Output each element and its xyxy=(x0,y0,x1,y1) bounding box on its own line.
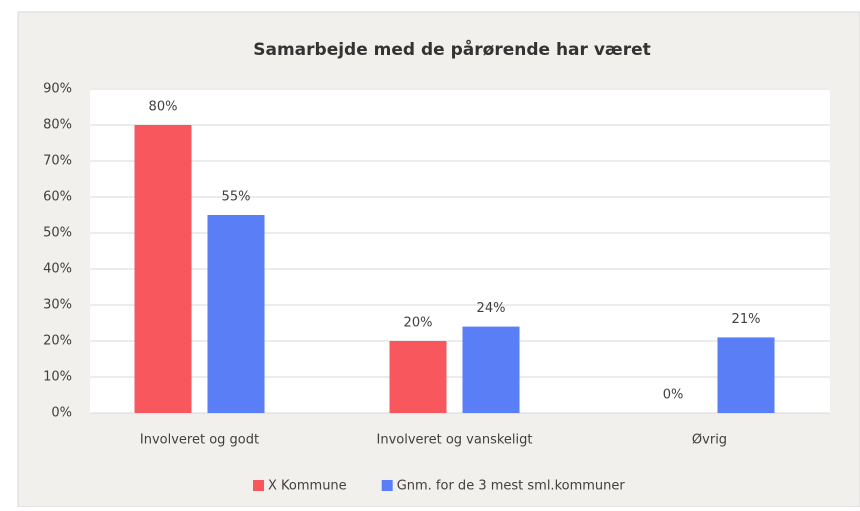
bar xyxy=(207,215,265,413)
data-label: 20% xyxy=(404,316,433,331)
y-tick-label: 70% xyxy=(43,154,72,169)
y-tick-label: 30% xyxy=(43,298,72,313)
data-label: 0% xyxy=(663,388,684,403)
x-tick-label: Øvrig xyxy=(692,433,727,448)
y-tick-label: 0% xyxy=(51,406,72,421)
legend-label: X Kommune xyxy=(268,479,347,494)
y-tick-label: 10% xyxy=(43,370,72,385)
y-tick-label: 90% xyxy=(43,82,72,97)
y-tick-label: 40% xyxy=(43,262,72,277)
data-label: 80% xyxy=(149,100,178,115)
y-tick-label: 60% xyxy=(43,190,72,205)
data-label: 21% xyxy=(732,312,761,327)
data-label: 55% xyxy=(222,190,251,205)
bar xyxy=(134,125,192,413)
y-tick-label: 50% xyxy=(43,226,72,241)
x-tick-label: Involveret og vanskeligt xyxy=(377,433,533,448)
bar xyxy=(717,337,775,413)
data-label: 24% xyxy=(477,301,506,316)
bar xyxy=(389,341,447,413)
x-tick-label: Involveret og godt xyxy=(140,433,259,448)
bar xyxy=(462,326,520,413)
legend-label: Gnm. for de 3 mest sml.kommuner xyxy=(397,479,626,494)
y-tick-label: 80% xyxy=(43,118,72,133)
chart-title: Samarbejde med de pårørende har været xyxy=(253,38,651,60)
legend-swatch xyxy=(253,480,264,491)
y-tick-label: 20% xyxy=(43,334,72,349)
legend-swatch xyxy=(381,480,393,491)
